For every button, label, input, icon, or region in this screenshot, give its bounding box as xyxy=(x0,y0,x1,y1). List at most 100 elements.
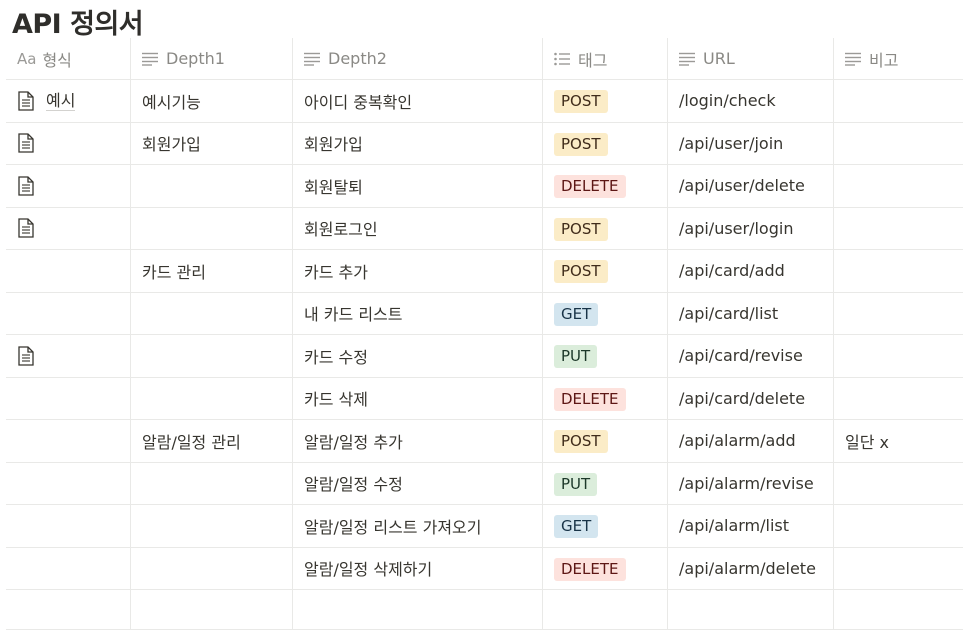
cell-note[interactable]: 일단 x xyxy=(834,420,963,462)
cell-url[interactable]: /api/alarm/delete xyxy=(668,547,834,589)
cell-url[interactable]: /api/alarm/revise xyxy=(668,462,834,504)
cell-note[interactable] xyxy=(834,378,963,420)
cell-tag[interactable]: POST xyxy=(543,80,668,122)
column-header-tag[interactable]: 태그 xyxy=(543,38,668,79)
cell-depth2[interactable]: 내 카드 리스트 xyxy=(293,292,543,334)
cell-url[interactable]: /api/alarm/add xyxy=(668,420,834,462)
cell-depth1[interactable]: 카드 관리 xyxy=(131,250,293,292)
cell-note[interactable] xyxy=(834,548,963,590)
cell-type[interactable]: 예시 xyxy=(6,80,131,122)
cell-type[interactable] xyxy=(6,207,131,249)
cell-tag[interactable]: POST xyxy=(543,420,668,462)
cell-depth2[interactable]: 카드 수정 xyxy=(293,335,543,377)
cell-url[interactable]: /api/card/delete xyxy=(668,377,834,419)
cell-url[interactable]: /api/user/delete xyxy=(668,165,834,207)
cell-url[interactable]: /api/card/revise xyxy=(668,335,834,377)
cell-depth1[interactable]: 알람/일정 관리 xyxy=(131,420,293,462)
table-row[interactable]: 카드 관리 카드 추가 POST/api/card/add xyxy=(6,250,963,293)
cell-depth1[interactable] xyxy=(131,165,293,207)
cell-note[interactable] xyxy=(834,293,963,335)
cell-url[interactable]: /api/user/join xyxy=(668,122,834,164)
cell-depth2[interactable]: 알람/일정 추가 xyxy=(293,420,543,462)
table-row[interactable]: 알람/일정 리스트 가져오기 GET/api/alarm/list xyxy=(6,505,963,548)
cell-type[interactable] xyxy=(6,335,131,377)
cell-tag[interactable]: POST xyxy=(543,122,668,164)
cell-note[interactable] xyxy=(834,335,963,377)
cell-depth2[interactable]: 회원로그인 xyxy=(293,207,543,249)
cell-depth1[interactable] xyxy=(131,547,293,589)
cell-url[interactable]: /login/check xyxy=(668,80,834,122)
cell-depth1[interactable]: 회원가입 xyxy=(131,122,293,164)
table-row[interactable]: 알람/일정 삭제하기 DELETE/api/alarm/delete xyxy=(6,547,963,590)
cell-url[interactable]: /api/user/login xyxy=(668,207,834,249)
cell-tag[interactable]: DELETE xyxy=(543,377,668,419)
cell-depth2[interactable]: 카드 추가 xyxy=(293,250,543,292)
cell-depth2[interactable]: 회원탈퇴 xyxy=(293,165,543,207)
cell-depth1[interactable] xyxy=(131,377,293,419)
table-row[interactable]: 카드 수정 PUT/api/card/revise xyxy=(6,335,963,378)
table-row[interactable]: 알람/일정 수정 PUT/api/alarm/revise xyxy=(6,462,963,505)
cell-depth1[interactable] xyxy=(131,335,293,377)
column-header-label: URL xyxy=(703,49,735,68)
cell-type[interactable] xyxy=(6,377,131,419)
column-header-type[interactable]: Aa 형식 xyxy=(6,38,131,79)
table-row[interactable]: 알람/일정 관리 알람/일정 추가 POST/api/alarm/add 일단 x xyxy=(6,420,963,463)
page-name-link[interactable]: 예시 xyxy=(46,90,76,111)
cell-depth1[interactable]: 예시기능 xyxy=(131,80,293,122)
page-icon xyxy=(17,218,35,238)
cell-url[interactable]: /api/alarm/list xyxy=(668,505,834,547)
cell-type[interactable] xyxy=(6,420,131,462)
empty-cell[interactable] xyxy=(834,590,963,629)
cell-type[interactable] xyxy=(6,547,131,589)
table-row[interactable]: 예시 예시기능 아이디 중복확인 POST/login/check xyxy=(6,80,963,123)
cell-note[interactable] xyxy=(834,250,963,292)
cell-tag[interactable]: DELETE xyxy=(543,165,668,207)
cell-note[interactable] xyxy=(834,463,963,505)
empty-cell[interactable] xyxy=(293,590,543,629)
url-text: /api/card/revise xyxy=(679,346,803,366)
cell-note[interactable] xyxy=(834,208,963,250)
cell-depth1[interactable] xyxy=(131,292,293,334)
table-row[interactable]: 회원로그인 POST/api/user/login xyxy=(6,207,963,250)
cell-tag[interactable]: GET xyxy=(543,292,668,334)
table-row[interactable]: 카드 삭제 DELETE/api/card/delete xyxy=(6,377,963,420)
cell-note[interactable] xyxy=(834,80,963,122)
cell-depth1[interactable] xyxy=(131,462,293,504)
column-header-url[interactable]: URL xyxy=(668,38,834,79)
cell-depth2[interactable]: 회원가입 xyxy=(293,122,543,164)
cell-tag[interactable]: POST xyxy=(543,250,668,292)
table-row[interactable]: 회원탈퇴 DELETE/api/user/delete xyxy=(6,165,963,208)
cell-note[interactable] xyxy=(834,505,963,547)
table-row[interactable]: 내 카드 리스트 GET/api/card/list xyxy=(6,292,963,335)
cell-depth2[interactable]: 알람/일정 삭제하기 xyxy=(293,547,543,589)
cell-url[interactable]: /api/card/add xyxy=(668,250,834,292)
table-row[interactable]: 회원가입 회원가입 POST/api/user/join xyxy=(6,122,963,165)
empty-cell[interactable] xyxy=(668,590,834,629)
cell-depth1[interactable] xyxy=(131,505,293,547)
cell-depth2[interactable]: 아이디 중복확인 xyxy=(293,80,543,122)
cell-url[interactable]: /api/card/list xyxy=(668,292,834,334)
cell-depth2[interactable]: 카드 삭제 xyxy=(293,377,543,419)
cell-tag[interactable]: POST xyxy=(543,207,668,249)
column-header-note[interactable]: 비고 xyxy=(834,38,963,79)
empty-cell[interactable] xyxy=(543,590,668,629)
cell-tag[interactable]: DELETE xyxy=(543,547,668,589)
cell-tag[interactable]: GET xyxy=(543,505,668,547)
cell-note[interactable] xyxy=(834,123,963,165)
cell-type[interactable] xyxy=(6,165,131,207)
empty-cell[interactable] xyxy=(6,590,131,629)
cell-type[interactable] xyxy=(6,292,131,334)
cell-type[interactable] xyxy=(6,122,131,164)
column-header-depth2[interactable]: Depth2 xyxy=(293,38,543,79)
cell-type[interactable] xyxy=(6,505,131,547)
cell-type[interactable] xyxy=(6,250,131,292)
cell-note[interactable] xyxy=(834,165,963,207)
cell-tag[interactable]: PUT xyxy=(543,462,668,504)
cell-depth2[interactable]: 알람/일정 수정 xyxy=(293,462,543,504)
column-header-depth1[interactable]: Depth1 xyxy=(131,38,293,79)
cell-depth2[interactable]: 알람/일정 리스트 가져오기 xyxy=(293,505,543,547)
cell-tag[interactable]: PUT xyxy=(543,335,668,377)
cell-type[interactable] xyxy=(6,462,131,504)
empty-cell[interactable] xyxy=(131,590,293,629)
cell-depth1[interactable] xyxy=(131,207,293,249)
